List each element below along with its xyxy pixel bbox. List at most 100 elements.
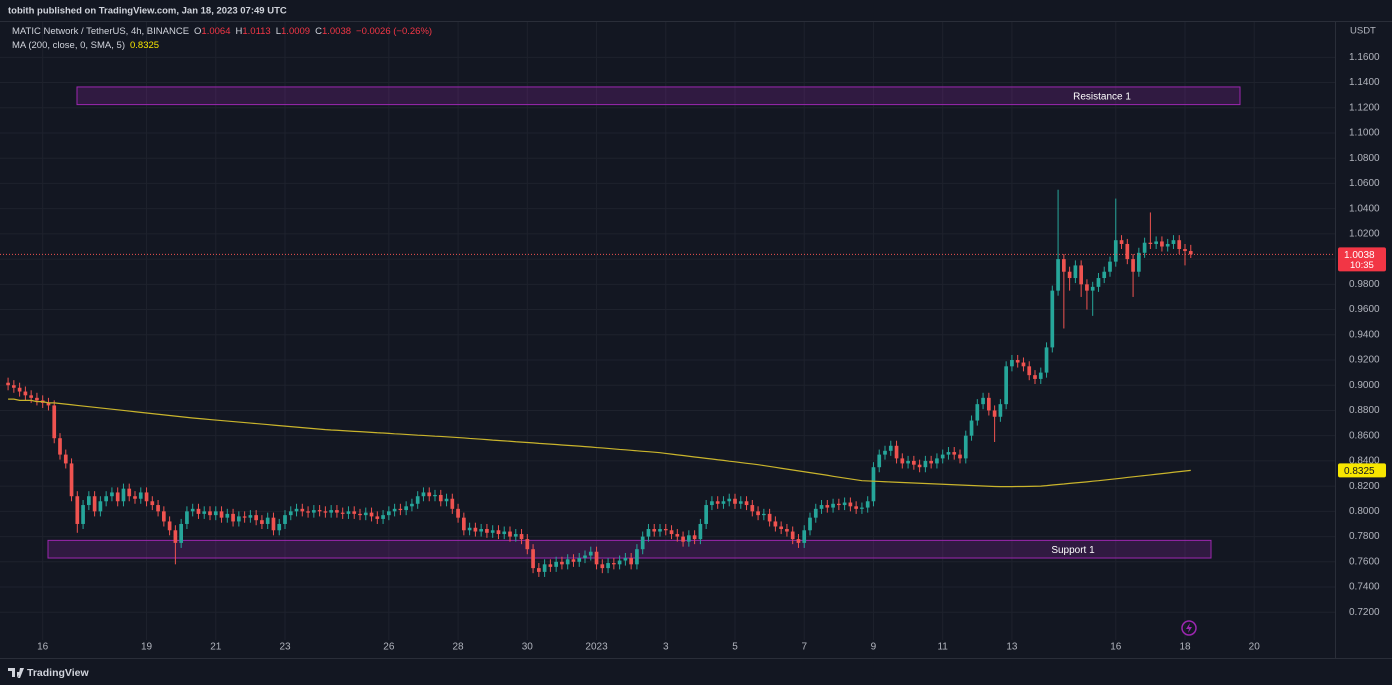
y-tick-label: 0.7400 [1349,582,1380,593]
y-tick-label: 1.0600 [1349,178,1380,189]
candle-body [1108,261,1112,272]
candle-body [975,404,980,421]
candle-body [110,492,114,497]
candle-body [265,517,270,524]
candle-body [415,496,420,504]
candle-body [1165,243,1170,247]
x-tick-label: 16 [37,642,49,653]
ma-value: 0.8325 [130,40,159,51]
candle-body [202,511,207,514]
candle-body [508,531,512,537]
candle-body [744,501,749,506]
candle-body [900,458,905,464]
candle-body [952,452,957,455]
candle-body [888,445,893,451]
x-tick-label: 9 [871,642,877,653]
candle-body [288,511,293,516]
candle-body [115,492,120,502]
candle-body [519,534,524,540]
candle-body [762,513,766,516]
candle-body [600,564,605,569]
candle-body [958,454,962,459]
candle-body [438,494,443,502]
candle-body [12,385,16,388]
ohlc-value: 1.0009 [281,26,310,37]
plot-area: Resistance 1 Support 1 [0,22,1335,640]
candle-body [1050,290,1055,348]
candle-body [583,555,587,559]
candle-body [773,521,778,527]
candle-body [340,512,345,514]
candle-body [456,508,460,518]
candle-body [1113,240,1118,262]
candle-body [352,511,357,514]
candle-body [375,516,380,519]
candle-body [819,505,824,509]
y-tick-label: 1.0200 [1349,229,1380,240]
candle-body [865,501,870,508]
brand[interactable]: TradingView [27,667,89,679]
ohlc-value: 1.0113 [242,26,270,37]
candle-body [687,535,691,542]
y-tick-label: 1.1200 [1349,102,1380,113]
alert-bolt [1186,623,1192,633]
candle-body [981,397,985,405]
candle-body [1067,271,1072,279]
candle-body [127,488,132,497]
candle-body [392,508,397,512]
ma-price-label: 0.8325 [1344,466,1375,477]
candle-body [710,501,714,506]
candle-body [231,513,235,522]
candle-body [923,460,928,468]
candle-body [312,510,316,513]
candle-body [490,530,495,533]
candle-body [1131,259,1135,272]
ma-name: MA (200, close, 0, SMA, 5) [12,40,125,51]
candle-body [104,496,108,502]
candle-body [646,529,651,537]
candle-body [588,551,593,556]
y-tick-label: 0.8600 [1349,430,1380,441]
y-tick-label: 0.7200 [1349,607,1380,618]
candle-body [917,464,922,468]
candle-body [992,410,997,417]
candle-body [738,501,743,504]
y-tick-label: 1.0400 [1349,203,1380,214]
candle-body [323,511,328,513]
candle-body [969,420,974,436]
candle-body [6,382,10,386]
candle-body [450,498,455,509]
candle-body [704,505,708,524]
candle-body [150,501,155,506]
candle-body [1004,366,1008,405]
publisher-line: tobith published on TradingView.com, Jan… [8,6,287,17]
candle-body [692,535,697,540]
x-tick-label: 3 [663,642,669,653]
zone-label: Support 1 [1051,545,1095,556]
candle-body [854,506,858,509]
candle-body [733,498,737,504]
candle-body [277,523,282,531]
candle-body [294,508,299,512]
candle-body [721,501,726,504]
candle-body [1160,241,1164,247]
candle-body [237,516,241,522]
x-tick-label: 16 [1110,642,1122,653]
candle-body [848,502,853,507]
y-tick-label: 0.8200 [1349,481,1380,492]
y-tick-label: 0.9400 [1349,329,1380,340]
candle-body [537,568,541,572]
candle-body [190,508,195,512]
candle-body [548,564,553,567]
candle-body [871,467,876,502]
candle-body [1119,240,1124,244]
candle-body [715,501,720,504]
candle-body [906,460,910,464]
candle-body [473,527,478,532]
candle-body [485,529,489,533]
x-tick-label: 19 [141,642,153,653]
alert-icon[interactable] [1181,620,1197,636]
candle-body [877,454,882,468]
y-tick-label: 1.0800 [1349,153,1380,164]
